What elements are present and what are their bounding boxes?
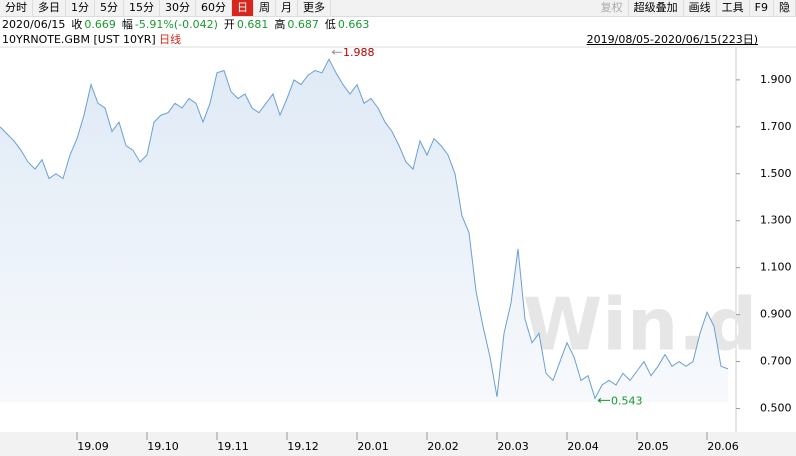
tool-buttons: 复权 超级叠加 画线 工具 F9 隐 xyxy=(596,0,796,16)
x-tick-label: 20.04 xyxy=(567,440,599,453)
x-tick-label: 20.05 xyxy=(637,440,669,453)
tool-button[interactable]: 超级叠加 xyxy=(629,0,684,16)
low-label: 0.543 xyxy=(611,394,643,407)
quote-value: 0.681 xyxy=(236,18,269,31)
instrument-name: 10YRNOTE.GBM [UST 10YR] xyxy=(2,33,156,46)
period-tabs: 分时 多日 1分 5分 15分 30分 60分日周月更多 xyxy=(0,0,331,16)
low-arrow xyxy=(597,398,610,403)
x-tick-label: 19.09 xyxy=(77,440,109,453)
period-tab[interactable]: 更多 xyxy=(298,0,331,16)
quote-value: -5.91%(-0.042) xyxy=(134,18,218,31)
y-tick-label: 0.500 xyxy=(760,402,792,415)
x-tick-label: 20.03 xyxy=(497,440,529,453)
period-tab[interactable]: 15分 xyxy=(124,0,160,16)
period-tab[interactable]: 1分 xyxy=(66,0,95,16)
toolbar: 分时 多日 1分 5分 15分 30分 60分日周月更多 复权 超级叠加 画线 工具 F9 隐 xyxy=(0,0,796,17)
quote-value: 0.687 xyxy=(287,18,319,31)
period-tab[interactable]: 5分 xyxy=(95,0,124,16)
x-tick-label: 19.10 xyxy=(147,440,179,453)
tool-button[interactable]: 画线 xyxy=(684,0,717,16)
instrument: 10YRNOTE.GBM [UST 10YR] 日线 xyxy=(2,32,181,47)
quote-value: 0.663 xyxy=(337,18,370,31)
quote-date: 2020/06/15 xyxy=(2,18,66,31)
quote-value: 0.669 xyxy=(84,18,116,31)
x-tick-label: 20.01 xyxy=(357,440,389,453)
x-tick-label: 19.12 xyxy=(287,440,319,453)
y-tick-label: 1.100 xyxy=(760,261,792,274)
x-tick-label: 19.11 xyxy=(217,440,249,453)
quote-label: 高 xyxy=(274,18,286,31)
y-tick-label: 0.700 xyxy=(760,355,792,368)
x-tick-label: 20.06 xyxy=(707,440,739,453)
price-line xyxy=(0,58,729,400)
quote-label: 开 xyxy=(223,18,235,31)
date-range[interactable]: 2019/08/05-2020/06/15(223日) xyxy=(586,33,758,46)
period-tab[interactable]: 分时 xyxy=(0,0,33,16)
y-tick-label: 0.900 xyxy=(760,308,792,321)
high-arrow xyxy=(331,49,342,55)
period: 日线 xyxy=(159,33,182,46)
y-tick-label: 1.700 xyxy=(760,120,792,133)
period-tab[interactable]: 月 xyxy=(276,0,298,16)
quote-info: 2020/06/15 收 0.669 幅 -5.91%(-0.042) 开 0.681 高 0.… xyxy=(2,17,375,32)
area xyxy=(0,59,728,402)
y-tick-label: 1.500 xyxy=(760,167,792,180)
quote-label: 幅 xyxy=(121,18,133,31)
tool-button[interactable]: 复权 xyxy=(596,0,629,16)
quote-label: 收 xyxy=(71,18,83,31)
high-label: 1.988 xyxy=(343,46,375,59)
period-tab[interactable]: 周 xyxy=(254,0,276,16)
period-tab[interactable]: 60分 xyxy=(196,0,232,16)
tool-button[interactable]: F9 xyxy=(750,0,774,16)
period-tab[interactable]: 多日 xyxy=(33,0,66,16)
period-tab[interactable]: 日 xyxy=(232,0,254,16)
x-axis-bar xyxy=(0,432,796,456)
y-tick-label: 1.300 xyxy=(760,214,792,227)
tool-button[interactable]: 工具 xyxy=(717,0,750,16)
y-tick-label: 1.900 xyxy=(760,73,792,86)
watermark: Win.d xyxy=(523,283,757,367)
period-tab[interactable]: 30分 xyxy=(160,0,196,16)
x-tick-label: 20.02 xyxy=(427,440,459,453)
quote-label: 低 xyxy=(324,18,336,31)
